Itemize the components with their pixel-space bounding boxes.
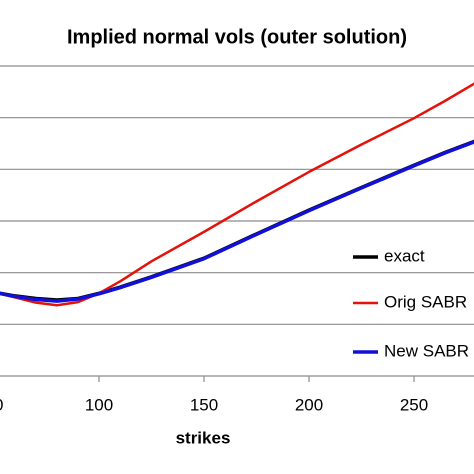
- x-axis-title: strikes: [176, 428, 231, 447]
- x-tick-label: 150: [190, 395, 218, 414]
- chart-title: Implied normal vols (outer solution): [67, 26, 407, 48]
- x-tick-label: 200: [295, 395, 323, 414]
- x-tick-label: 100: [85, 395, 113, 414]
- x-tick-label: 50: [0, 395, 3, 414]
- legend-label: New SABR: [384, 341, 469, 360]
- series-line: [0, 140, 474, 303]
- legend-label: exact: [384, 246, 425, 265]
- x-tick-label: 250: [400, 395, 428, 414]
- series-line: [0, 82, 474, 307]
- legend-label: Orig SABR: [384, 292, 467, 311]
